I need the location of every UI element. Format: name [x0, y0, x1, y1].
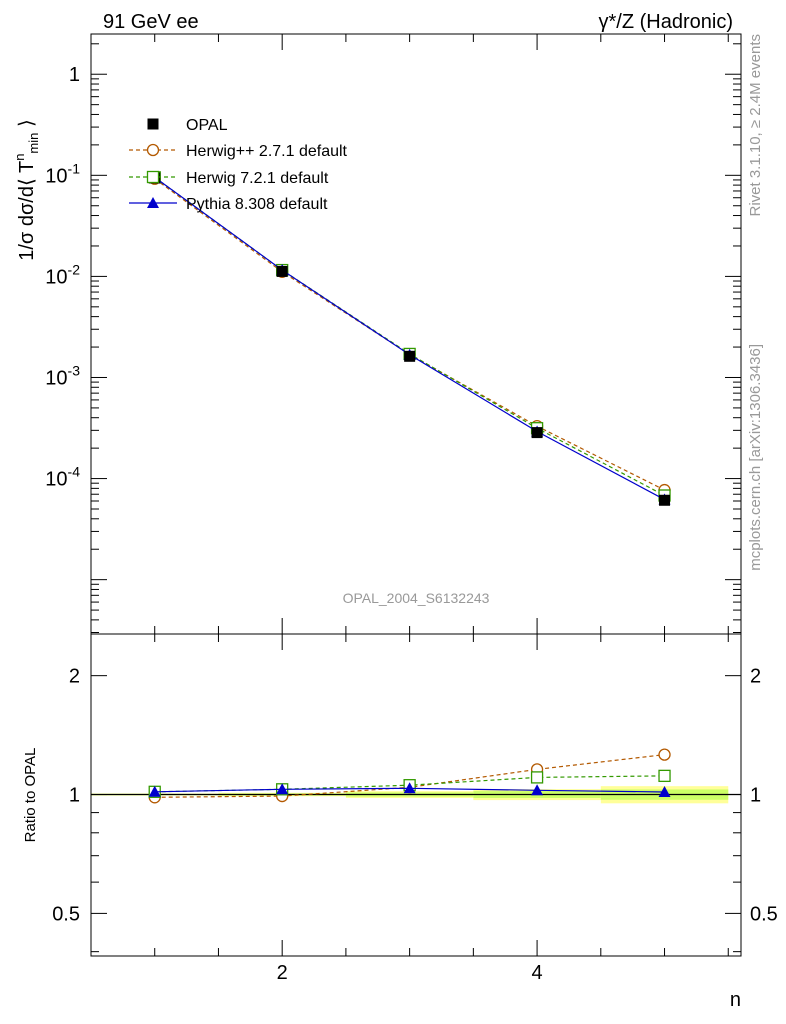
ratio-point-pythia: [403, 782, 416, 794]
watermark: OPAL_2004_S6132243: [343, 590, 490, 606]
point-opal: [531, 427, 543, 439]
ratio-y-ticks: [91, 675, 741, 953]
ratio-point-herwigpp: [658, 748, 671, 761]
series-line-herwigpp: [154, 178, 665, 491]
header-right: γ*/Z (Hadronic): [599, 11, 733, 33]
ratio-point-pythia: [148, 785, 161, 797]
main-plot-panel: 1 10-1 10-2 10-3 10-4 OPAL_2004_S6132243 OPA…: [45, 33, 742, 635]
main-y-axis-label: 1/σ dσ/d⟨ Tnmin ⟩: [12, 119, 41, 261]
point-opal: [276, 265, 288, 277]
legend-marker-pythia: [147, 197, 159, 208]
main-y-ticks: [91, 43, 741, 634]
legend-label-opal: OPAL: [186, 117, 228, 134]
x-axis-label: n: [730, 989, 741, 1011]
legend: OPAL Herwig++ 2.7.1 default Herwig 7.2.1 d…: [129, 117, 348, 213]
legend-label-pythia: Pythia 8.308 default: [186, 196, 328, 213]
ratio-series: [91, 748, 741, 804]
x-tick-label: 4: [532, 962, 543, 984]
mcplots-side-text: mcplots.cern.ch [arXiv:1306.3436]: [747, 344, 764, 571]
ratio-y-axis-label: Ratio to OPAL: [22, 748, 39, 843]
ratio-point-pythia: [658, 785, 671, 797]
ratio-plot-panel: 0.5 0.5 1 1 2 2 2 4: [52, 633, 778, 984]
point-opal: [404, 350, 416, 362]
main-x-ticks: [154, 34, 729, 634]
ratio-y-tick-label-right: 1: [750, 785, 761, 807]
legend-label-herwig7: Herwig 7.2.1 default: [186, 170, 329, 187]
ratio-point-herwig7: [658, 769, 671, 783]
rivet-side-text: Rivet 3.1.10, ≥ 2.4M events: [747, 34, 764, 217]
ratio-x-ticks: [154, 634, 729, 956]
main-y-tick-label: 10-2: [45, 261, 80, 288]
ratio-point-herwig7: [530, 771, 544, 784]
main-series: [148, 171, 671, 506]
header-left: 91 GeV ee: [103, 11, 199, 33]
legend-label-herwigpp: Herwig++ 2.7.1 default: [186, 143, 348, 160]
ratio-point-pythia: [276, 783, 289, 795]
point-opal: [659, 494, 671, 506]
svg-text:1/σ dσ/d⟨ Tnmin ⟩: 1/σ dσ/d⟨ Tnmin ⟩: [12, 119, 41, 261]
ratio-y-tick-labels: 0.5 0.5 1 1 2 2 2 4: [52, 666, 778, 984]
ratio-point-pythia: [531, 784, 544, 796]
x-tick-label: 2: [277, 962, 288, 984]
main-y-tick-label: 10-1: [45, 160, 80, 187]
ratio-y-tick-label-left: 0.5: [52, 903, 80, 925]
main-y-tick-labels: 1 10-1 10-2 10-3 10-4: [45, 64, 80, 490]
main-y-tick-label: 1: [69, 64, 80, 86]
ratio-y-tick-label-right: 2: [750, 666, 761, 688]
legend-marker-herwigpp: [146, 143, 160, 157]
ratio-y-tick-label-left: 1: [69, 785, 80, 807]
legend-marker-opal: [147, 118, 159, 130]
main-y-tick-label: 10-3: [45, 362, 80, 389]
series-line-herwig7: [154, 176, 665, 497]
ratio-y-tick-label-left: 2: [69, 666, 80, 688]
legend-marker-herwig7: [146, 170, 160, 184]
main-y-tick-label: 10-4: [45, 464, 80, 491]
ratio-y-tick-label-right: 0.5: [750, 903, 778, 925]
